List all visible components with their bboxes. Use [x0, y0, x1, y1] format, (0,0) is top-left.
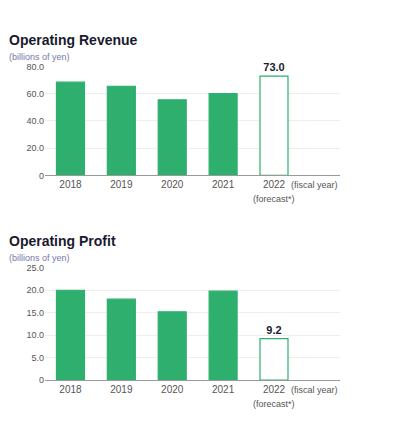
svg-text:80.0: 80.0 [26, 62, 44, 72]
svg-text:2019: 2019 [110, 384, 133, 395]
svg-text:(fiscal year): (fiscal year) [291, 180, 338, 190]
svg-text:73.0: 73.0 [263, 61, 284, 73]
svg-text:2018: 2018 [59, 384, 82, 395]
svg-text:10.0: 10.0 [26, 330, 44, 340]
svg-text:2018: 2018 [59, 179, 82, 190]
svg-text:2019: 2019 [110, 179, 133, 190]
svg-text:2022: 2022 [263, 384, 286, 395]
svg-text:25.0: 25.0 [26, 263, 44, 273]
svg-text:2020: 2020 [161, 179, 184, 190]
svg-text:(forecast*): (forecast*) [253, 194, 295, 204]
svg-text:0: 0 [39, 375, 44, 385]
svg-text:(billions of yen): (billions of yen) [9, 52, 70, 62]
svg-text:20.0: 20.0 [26, 285, 44, 295]
svg-text:2021: 2021 [212, 179, 235, 190]
svg-text:Operating Revenue: Operating Revenue [9, 32, 138, 48]
svg-text:2021: 2021 [212, 384, 235, 395]
svg-text:20.0: 20.0 [26, 143, 44, 153]
svg-text:40.0: 40.0 [26, 116, 44, 126]
svg-text:(forecast*): (forecast*) [253, 399, 295, 409]
svg-text:Operating Profit: Operating Profit [9, 233, 116, 249]
svg-text:60.0: 60.0 [26, 89, 44, 99]
svg-text:5.0: 5.0 [31, 353, 44, 363]
svg-text:(billions of yen): (billions of yen) [9, 253, 70, 263]
svg-text:2022: 2022 [263, 179, 286, 190]
svg-text:9.2: 9.2 [266, 324, 281, 336]
svg-text:2020: 2020 [161, 384, 184, 395]
svg-text:15.0: 15.0 [26, 308, 44, 318]
svg-text:(fiscal year): (fiscal year) [291, 385, 338, 395]
svg-text:0: 0 [39, 171, 44, 181]
